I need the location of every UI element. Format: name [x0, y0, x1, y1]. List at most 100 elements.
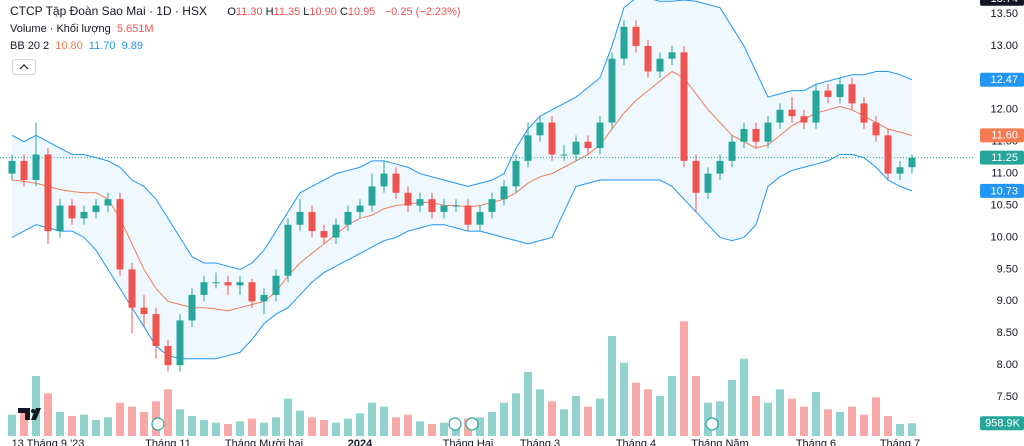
volume-bar	[200, 420, 208, 436]
candle-body	[140, 307, 148, 315]
volume-bar	[284, 398, 292, 436]
event-icon[interactable]	[705, 417, 719, 431]
volume-bar	[8, 414, 16, 436]
candle-body	[488, 199, 496, 212]
x-tick-label: Tháng 3	[520, 438, 560, 446]
volume-bar	[536, 389, 544, 436]
volume-bar	[512, 393, 520, 436]
volume-bar	[116, 402, 124, 436]
candle-body	[800, 116, 808, 123]
volume-value: 5.651M	[116, 23, 154, 35]
volume-bar	[416, 421, 424, 436]
candle-body	[824, 90, 832, 98]
volume-bar	[872, 397, 880, 436]
volume-bar	[212, 422, 220, 436]
ohlc-value: 10.95	[347, 6, 376, 18]
event-icon[interactable]	[151, 417, 165, 431]
candle-body	[188, 294, 196, 321]
volume-tag-label: 958.9K	[985, 418, 1021, 430]
candle-body	[668, 52, 676, 59]
candle-body	[836, 84, 844, 98]
volume-bar	[104, 417, 112, 436]
candle-body	[740, 128, 748, 142]
candle-body	[620, 26, 628, 59]
x-tick-label: Tháng 11	[145, 438, 191, 446]
candle-body	[344, 211, 352, 225]
candle-body	[440, 205, 448, 212]
symbol-title: CTCP Tập Đoàn Sao Mai · 1D · HSX	[10, 4, 207, 18]
candle-body	[404, 192, 412, 206]
bb-value: 9.89	[121, 40, 143, 52]
y-tick-label: 10.50	[990, 199, 1018, 211]
bb-lower	[11, 153, 913, 360]
event-icon[interactable]	[465, 417, 479, 431]
volume-bar	[248, 418, 256, 436]
volume-bar	[164, 389, 172, 436]
candle-body	[164, 345, 172, 366]
candle-body	[764, 122, 772, 142]
volume-bar	[332, 422, 340, 436]
bb-value: 10.80	[55, 40, 83, 52]
ohlc-key: O	[227, 6, 236, 18]
volume-bar	[80, 414, 88, 436]
volume-bar	[692, 376, 700, 436]
volume-bar	[188, 416, 196, 436]
x-tick-label: Tháng Hai	[443, 438, 494, 446]
x-tick-label: Tháng Năm	[691, 438, 748, 446]
candle-body	[716, 160, 724, 174]
volume-bar	[788, 398, 796, 436]
candle-body	[860, 103, 868, 123]
volume-bar	[716, 401, 724, 436]
volume-bar	[92, 420, 100, 436]
volume-bar	[668, 376, 676, 436]
y-tick-label: 8.00	[997, 359, 1018, 371]
tv-logo	[18, 408, 41, 420]
volume-bar	[56, 412, 64, 436]
volume-bar	[548, 401, 556, 436]
candle-body	[752, 128, 760, 142]
candle-body	[236, 282, 244, 286]
volume-bar	[860, 414, 868, 436]
volume-bar	[236, 421, 244, 436]
volume-bar	[500, 402, 508, 436]
candle-body	[560, 154, 568, 156]
price-tag-label: 10.73	[990, 185, 1018, 197]
candle-body	[680, 52, 688, 161]
event-icon[interactable]	[448, 417, 462, 431]
ohlc-value: 11.35	[273, 6, 301, 18]
candle-body	[224, 282, 232, 286]
x-tick-label: 13 Tháng 9 '23	[12, 438, 85, 446]
volume-bar	[392, 417, 400, 436]
volume-bar	[884, 416, 892, 436]
candle-body	[380, 173, 388, 187]
candle-body	[908, 157, 916, 168]
ohlc-key: H	[265, 6, 274, 18]
volume-bar	[296, 410, 304, 436]
volume-bar	[572, 396, 580, 436]
candle-body	[728, 141, 736, 161]
collapse-button[interactable]	[12, 59, 36, 75]
legend-row: CTCP Tập Đoàn Sao Mai · 1D · HSX O11.30 H…	[10, 3, 464, 21]
legend-row: Volume · Khối lượng 5.651M	[10, 21, 464, 38]
volume-bar	[308, 417, 316, 436]
candle-body	[44, 154, 52, 232]
candle-body	[452, 205, 460, 207]
volume-bar	[848, 406, 856, 436]
candle-body	[548, 122, 556, 155]
y-tick-label: 13.00	[990, 40, 1018, 52]
candle-body	[812, 90, 820, 123]
x-tick-label: Tháng 6	[796, 438, 836, 446]
candle-body	[356, 205, 364, 212]
candle-body	[308, 211, 316, 232]
volume-bar	[644, 389, 652, 436]
legend-row: BB 20 2 10.80 11.70 9.89	[10, 38, 464, 55]
x-tick-label: Tháng 4	[616, 438, 656, 446]
volume-bar	[632, 382, 640, 436]
candle-body	[644, 45, 652, 72]
volume-bar	[176, 409, 184, 436]
volume-bar	[596, 398, 604, 436]
volume-bar	[320, 420, 328, 436]
candle-body	[392, 173, 400, 193]
change: −0.25 (−2.23%)	[384, 6, 461, 18]
